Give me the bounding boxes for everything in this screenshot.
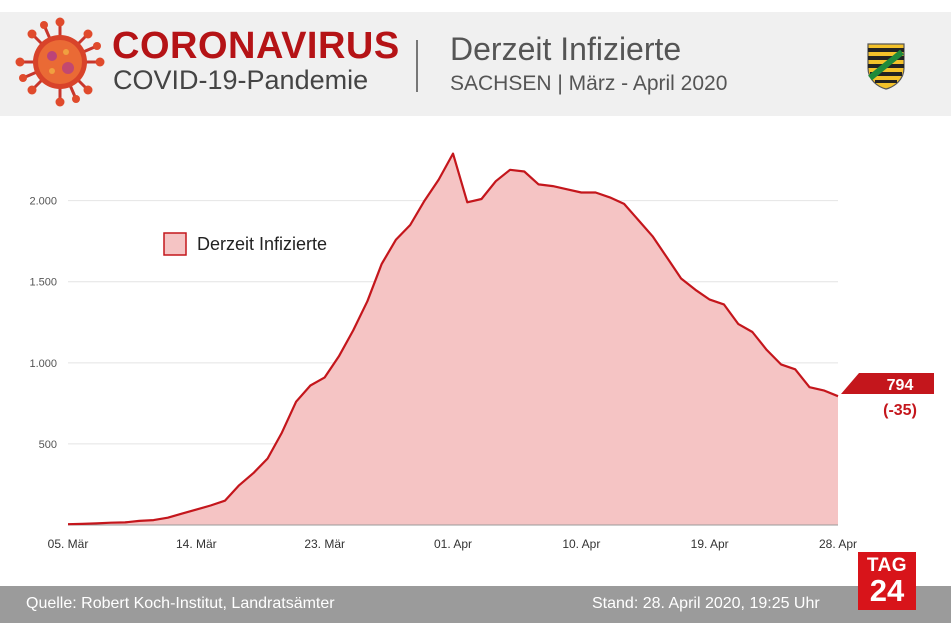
header-divider [416,40,418,92]
header-bar [0,12,951,116]
logo-line-2: 24 [869,573,905,608]
y-axis-ticks: 500 1.000 1.500 2.000 [29,196,57,451]
x-tick-label: 28. Apr [819,537,857,551]
brand-title: CORONAVIRUS [112,25,400,67]
x-tick-label: 05. Mär [48,537,89,551]
y-tick-label: 1.500 [29,277,57,289]
footer-bar [0,586,951,623]
legend-swatch [163,232,187,256]
x-axis-ticks: 05. Mär 14. Mär 23. Mär 01. Apr 10. Apr 19. A… [48,537,857,551]
page-subtitle: SACHSEN | März - April 2020 [450,72,728,95]
coronavirus-icon [15,17,105,107]
callout-value: 794 [887,377,914,394]
legend-label: Derzeit Infizierte [197,234,327,254]
last-value-callout: 794 (-35) [841,373,934,419]
y-tick-label: 1.000 [29,358,57,370]
x-tick-label: 01. Apr [434,537,472,551]
x-tick-label: 23. Mär [304,537,345,551]
x-tick-label: 10. Apr [562,537,600,551]
y-tick-label: 500 [39,439,57,451]
callout-flag [841,373,934,394]
chart: 500 1.000 1.500 2.000 05. Mär 14. Mär 23. Mär… [29,152,934,551]
brand-subtitle: COVID-19-Pandemie [113,65,369,95]
x-tick-label: 19. Apr [691,537,729,551]
x-tick-label: 14. Mär [176,537,217,551]
y-tick-label: 2.000 [29,196,57,208]
series-area [68,153,838,525]
timestamp-text: Stand: 28. April 2020, 19:25 Uhr [592,595,820,612]
series-line [67,152,839,526]
source-text: Quelle: Robert Koch-Institut, Landratsäm… [26,595,335,612]
saxony-coat-of-arms-icon [867,43,905,90]
page-title: Derzeit Infizierte [450,31,682,67]
legend: Derzeit Infizierte [163,232,327,256]
callout-delta: (-35) [883,402,917,419]
tag24-logo: TAG 24 [858,552,916,610]
logo-line-1: TAG [866,555,908,576]
